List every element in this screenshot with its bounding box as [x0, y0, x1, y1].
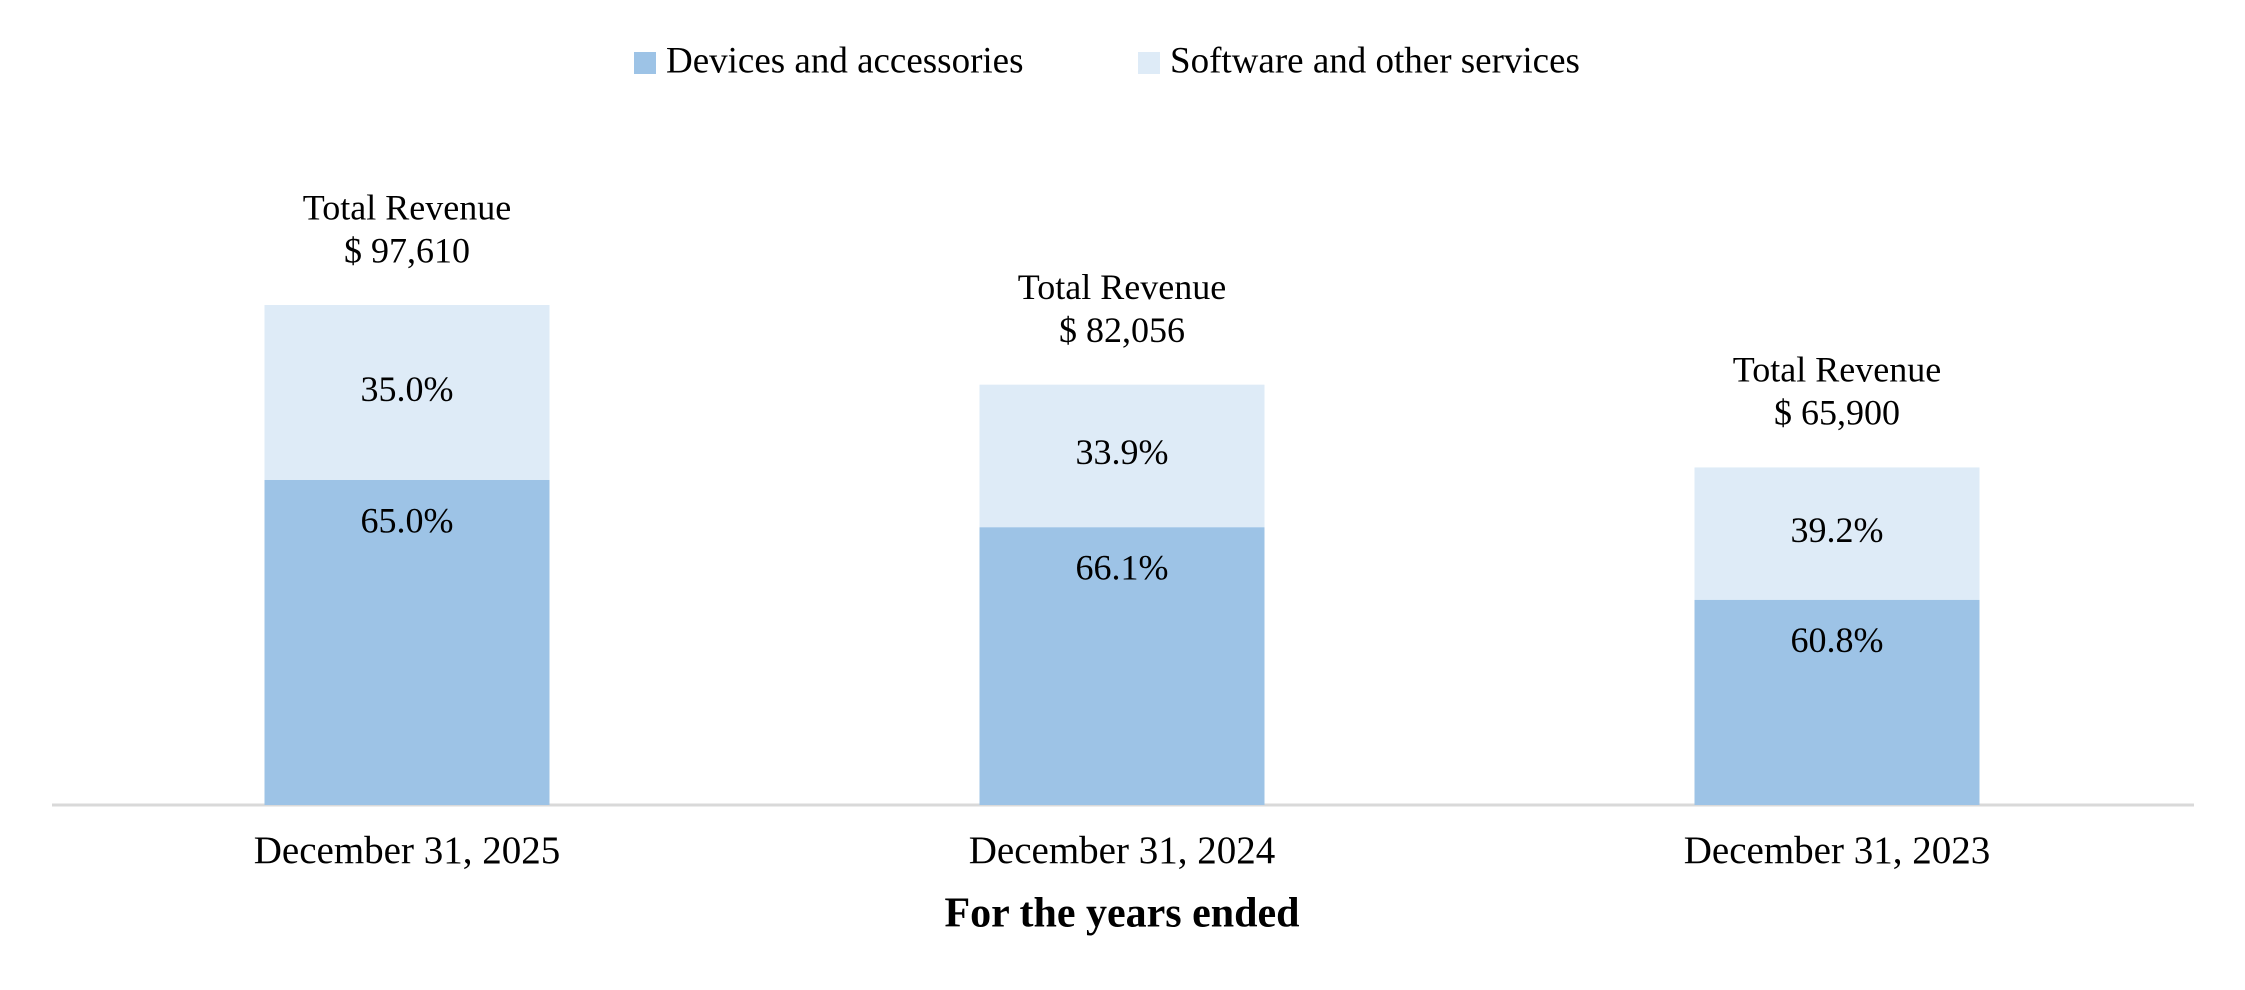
total-label: $ 97,610 — [344, 230, 470, 270]
legend-label: Devices and accessories — [666, 40, 1024, 81]
x-tick-label: December 31, 2024 — [969, 829, 1275, 872]
data-label: 60.8% — [1791, 620, 1884, 660]
data-label: 65.0% — [361, 500, 454, 540]
total-label: $ 82,056 — [1059, 310, 1185, 350]
total-title: Total Revenue — [1733, 350, 1941, 390]
bar-segment — [979, 384, 1265, 528]
legend-swatch — [1138, 52, 1160, 74]
data-label: 35.0% — [361, 369, 454, 409]
bar-segment — [264, 480, 550, 805]
data-label: 39.2% — [1791, 510, 1884, 550]
x-tick-label: December 31, 2025 — [254, 829, 560, 872]
total-title: Total Revenue — [1018, 267, 1226, 307]
x-tick-label: December 31, 2023 — [1684, 829, 1990, 872]
data-label: 33.9% — [1076, 432, 1169, 472]
legend-label: Software and other services — [1170, 40, 1580, 81]
x-axis-title: For the years ended — [944, 891, 1299, 937]
legend-swatch — [634, 52, 656, 74]
bar-segment — [264, 305, 550, 480]
data-label: 66.1% — [1076, 547, 1169, 587]
total-title: Total Revenue — [303, 187, 511, 227]
total-label: $ 65,900 — [1774, 393, 1900, 433]
bar-segment — [979, 527, 1265, 805]
bar-segment — [1694, 467, 1980, 600]
bar-segment — [1694, 599, 1980, 805]
